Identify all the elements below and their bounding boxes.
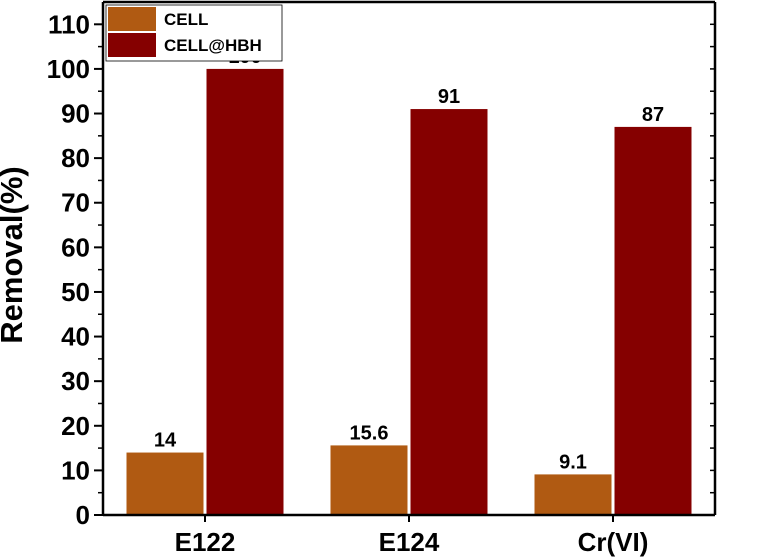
labels-layer: 14 100 E122 15.6 91 E124 9.1 87 Cr(VI) 0 10 20 30 40 5… [47,9,665,557]
data-label: 14 [154,430,177,452]
legend-swatch-cell [108,7,156,31]
legend-swatch-cell-hbh [108,33,156,57]
bar-cell-crvi [534,474,612,515]
y-tick-label: 90 [61,99,90,129]
legend: CELL CELL@HBH [105,4,283,62]
y-tick-label: 110 [48,9,90,39]
y-tick-label: 0 [76,500,90,530]
x-tick-label: E124 [379,527,440,557]
y-tick-label: 60 [61,232,90,262]
data-label: 87 [642,104,664,126]
bars-layer [126,68,692,516]
bar-cell-hbh-crvi [614,126,692,515]
data-label: 9.1 [559,451,587,473]
legend-label: CELL [164,10,208,29]
data-label: 91 [438,86,460,108]
y-tick-label: 20 [61,411,90,441]
data-label: 15.6 [350,422,389,444]
y-tick-label: 50 [61,277,90,307]
legend-label: CELL@HBH [164,36,262,55]
x-tick-label: E122 [175,527,236,557]
bar-cell-hbh-e124 [410,109,488,516]
bar-cell-e122 [126,452,204,515]
y-tick-label: 40 [61,322,90,352]
y-tick-label: 80 [61,143,90,173]
bar-cell-e124 [330,445,408,515]
y-tick-label: 30 [61,366,90,396]
y-tick-label: 10 [61,455,90,485]
y-tick-label: 100 [47,54,90,84]
y-tick-label: 70 [61,188,90,218]
y-axis-title: Removal(%) [0,166,29,343]
x-tick-label: Cr(VI) [578,527,649,557]
axes-layer [94,0,717,522]
bar-cell-hbh-e122 [206,68,284,516]
